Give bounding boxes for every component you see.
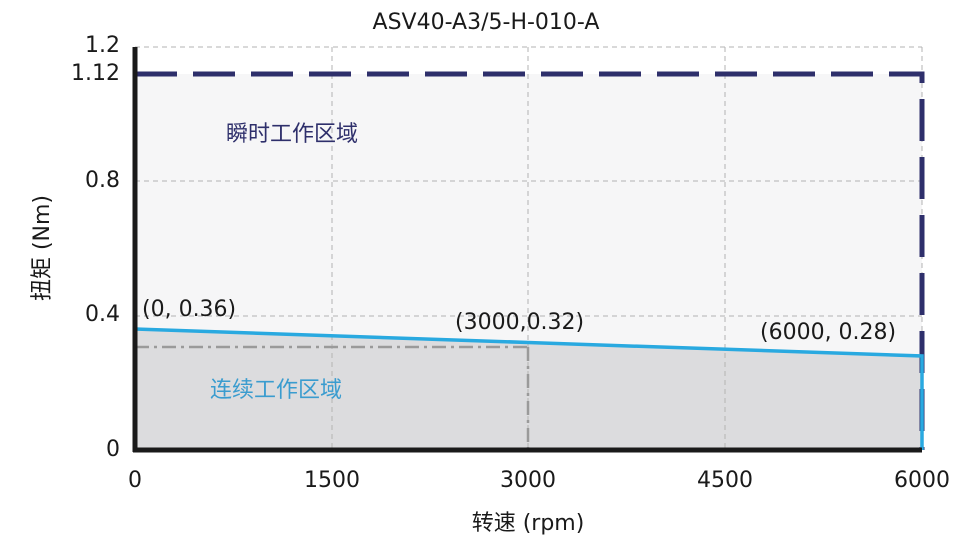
continuous-region-label: 连续工作区域 — [210, 378, 343, 403]
y-tick-0: 0 — [106, 437, 120, 462]
x-tick-1500: 1500 — [304, 468, 360, 493]
x-tick-3000: 3000 — [500, 468, 556, 493]
y-tick-0.8: 0.8 — [85, 168, 120, 193]
continuous-torque-line — [134, 327, 924, 450]
y-tick-1.2: 1.2 — [85, 33, 120, 58]
x-axis-label: 转速 (rpm) — [471, 511, 585, 536]
point-label-0: (0, 0.36) — [142, 297, 237, 322]
chart-title: ASV40-A3/5-H-010-A — [372, 10, 600, 35]
y-tick-1.12: 1.12 — [71, 61, 120, 86]
y-axis-label: 扭矩 (Nm) — [30, 194, 55, 302]
y-tick-0.4: 0.4 — [85, 302, 120, 327]
peak-region-label: 瞬时工作区域 — [226, 122, 359, 147]
x-tick-4500: 4500 — [697, 468, 753, 493]
peak-torque-line — [135, 71, 925, 450]
point-label-6000: (6000, 0.28) — [760, 320, 897, 345]
x-tick-0: 0 — [128, 468, 142, 493]
reference-dashdot — [135, 345, 530, 450]
x-tick-6000: 6000 — [894, 468, 950, 493]
point-label-3000: (3000,0.32) — [455, 310, 585, 335]
